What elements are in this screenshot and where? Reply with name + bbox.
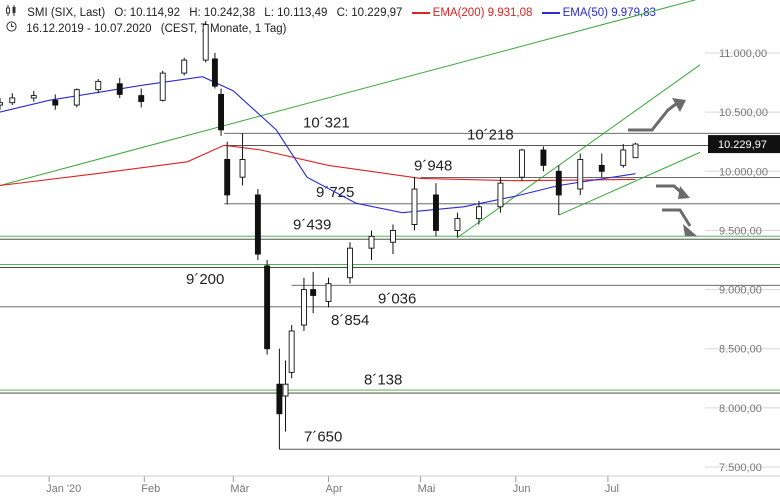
candle-body-10 (202, 24, 209, 61)
candle-body-25 (390, 229, 396, 243)
ema200-legend: EMA(200) 9.931,08 (411, 7, 533, 19)
candle-body-27 (433, 194, 439, 231)
candle-body-6 (116, 83, 123, 95)
level-label-9: 7´650 (304, 428, 342, 445)
candle-body-17 (276, 383, 283, 415)
trendline-0 (0, 0, 697, 186)
level-label-0: 10´321 (303, 114, 350, 131)
candle-body-22 (325, 283, 332, 302)
y-tick-label-0: 7.500,00 (719, 462, 762, 474)
y-tick-label-1: 8.000,00 (719, 403, 762, 415)
candle-body-28 (454, 218, 461, 231)
level-label-4: 9´439 (293, 217, 331, 234)
chart-header-line1: SMI (SIX, Last) O: 10.114,92 H: 10.242,3… (6, 5, 662, 19)
x-tick-label-0: Jan '20 (46, 483, 81, 495)
candle-body-33 (555, 170, 562, 196)
candle-body-32 (540, 149, 547, 166)
candle-body-12 (218, 93, 225, 131)
x-tick-label-5: Jun (513, 483, 531, 495)
candle-body-7 (138, 95, 145, 102)
level-label-1: 10´218 (467, 126, 514, 143)
level-label-8: 8´138 (364, 372, 402, 389)
candle-body-3 (52, 99, 59, 106)
ema200-legend-value: 9.931,08 (487, 7, 533, 19)
high-value: H: 10.242,38 (189, 7, 256, 19)
symbol-label: SMI (SIX, Last) (27, 7, 106, 19)
y-tick-label-7: 11.000,00 (719, 48, 767, 60)
candle-body-26 (411, 188, 418, 225)
y-tick-label-6: 10.500,00 (719, 107, 768, 119)
candle-body-16 (264, 265, 271, 350)
y-tick-label-3: 9.000,00 (719, 285, 762, 297)
y-tick-label-4: 9.500,00 (719, 225, 762, 237)
clock-icon (6, 21, 17, 35)
candle-body-24 (368, 235, 375, 249)
candle-body-11 (211, 58, 218, 87)
y-tick-label-5: 10.000,00 (719, 166, 768, 178)
arrow-mid-path (656, 184, 684, 196)
x-tick-label-6: Jul (605, 483, 619, 495)
candle-body-37 (632, 143, 639, 159)
ema50-line (0, 76, 636, 214)
last-value-box (708, 135, 780, 154)
candle-body-1 (9, 97, 16, 104)
last-value-label: 10.229,97 (718, 139, 767, 151)
candle-body-30 (497, 182, 504, 208)
candle-body-21 (310, 289, 317, 296)
level-label-2: 9´948 (414, 157, 452, 174)
candle-body-0 (0, 102, 3, 106)
candle-body-36 (620, 149, 627, 166)
ema50-legend-label: EMA(50) (562, 7, 608, 19)
ema50-legend-value: 9.979,83 (611, 7, 656, 19)
candle-body-2 (30, 95, 37, 99)
candle-body-18 (282, 383, 289, 397)
ema200-legend-label: EMA(200) (432, 7, 485, 19)
arrow-up-path (628, 102, 677, 132)
arrow-up-head (672, 98, 686, 112)
candle-body-5 (95, 80, 102, 91)
candle-body-19 (288, 330, 295, 373)
chart-header-line2: 16.12.2019 - 10.07.2020 (CEST, 7 Monate,… (6, 21, 292, 35)
x-tick-label-2: Mär (230, 483, 249, 495)
arrow-down-path (662, 208, 692, 227)
date-range: 16.12.2019 - 10.07.2020 (26, 23, 152, 35)
candle-body-13 (224, 159, 231, 196)
arrow-down-head (683, 224, 697, 236)
x-tick-label-3: Apr (326, 483, 343, 495)
trendline-2 (558, 151, 701, 216)
x-tick-label-4: Mai (418, 483, 436, 495)
low-value: L: 10.113,49 (264, 7, 328, 19)
candle-body-23 (347, 247, 353, 279)
ema50-legend: EMA(50) 9.979,83 (541, 7, 656, 19)
candle-body-14 (239, 159, 246, 178)
level-label-7: 8´854 (331, 312, 369, 329)
level-label-5: 9´200 (186, 271, 224, 288)
ema200-line (0, 144, 636, 187)
arrow-mid-head (678, 186, 690, 199)
candle-body-8 (159, 72, 166, 101)
level-label-6: 9´036 (378, 290, 416, 307)
x-tick-label-1: Feb (141, 483, 160, 495)
trendline-1 (457, 64, 701, 238)
candle-body-15 (254, 194, 261, 255)
candle-body-34 (577, 159, 584, 190)
candlestick-icon (6, 5, 18, 19)
candle-body-9 (181, 59, 188, 74)
open-value: O: 10.114,92 (114, 7, 181, 19)
candle-body-35 (598, 164, 605, 172)
candle-body-29 (475, 206, 482, 220)
candle-body-20 (300, 289, 307, 326)
candle-body-4 (73, 89, 80, 106)
y-tick-label-2: 8.500,00 (719, 344, 762, 356)
candle-body-31 (518, 149, 525, 178)
period-info: (CEST, 7 Monate, 1 Tag) (160, 23, 287, 35)
close-value: C: 10.229,97 (336, 7, 403, 19)
